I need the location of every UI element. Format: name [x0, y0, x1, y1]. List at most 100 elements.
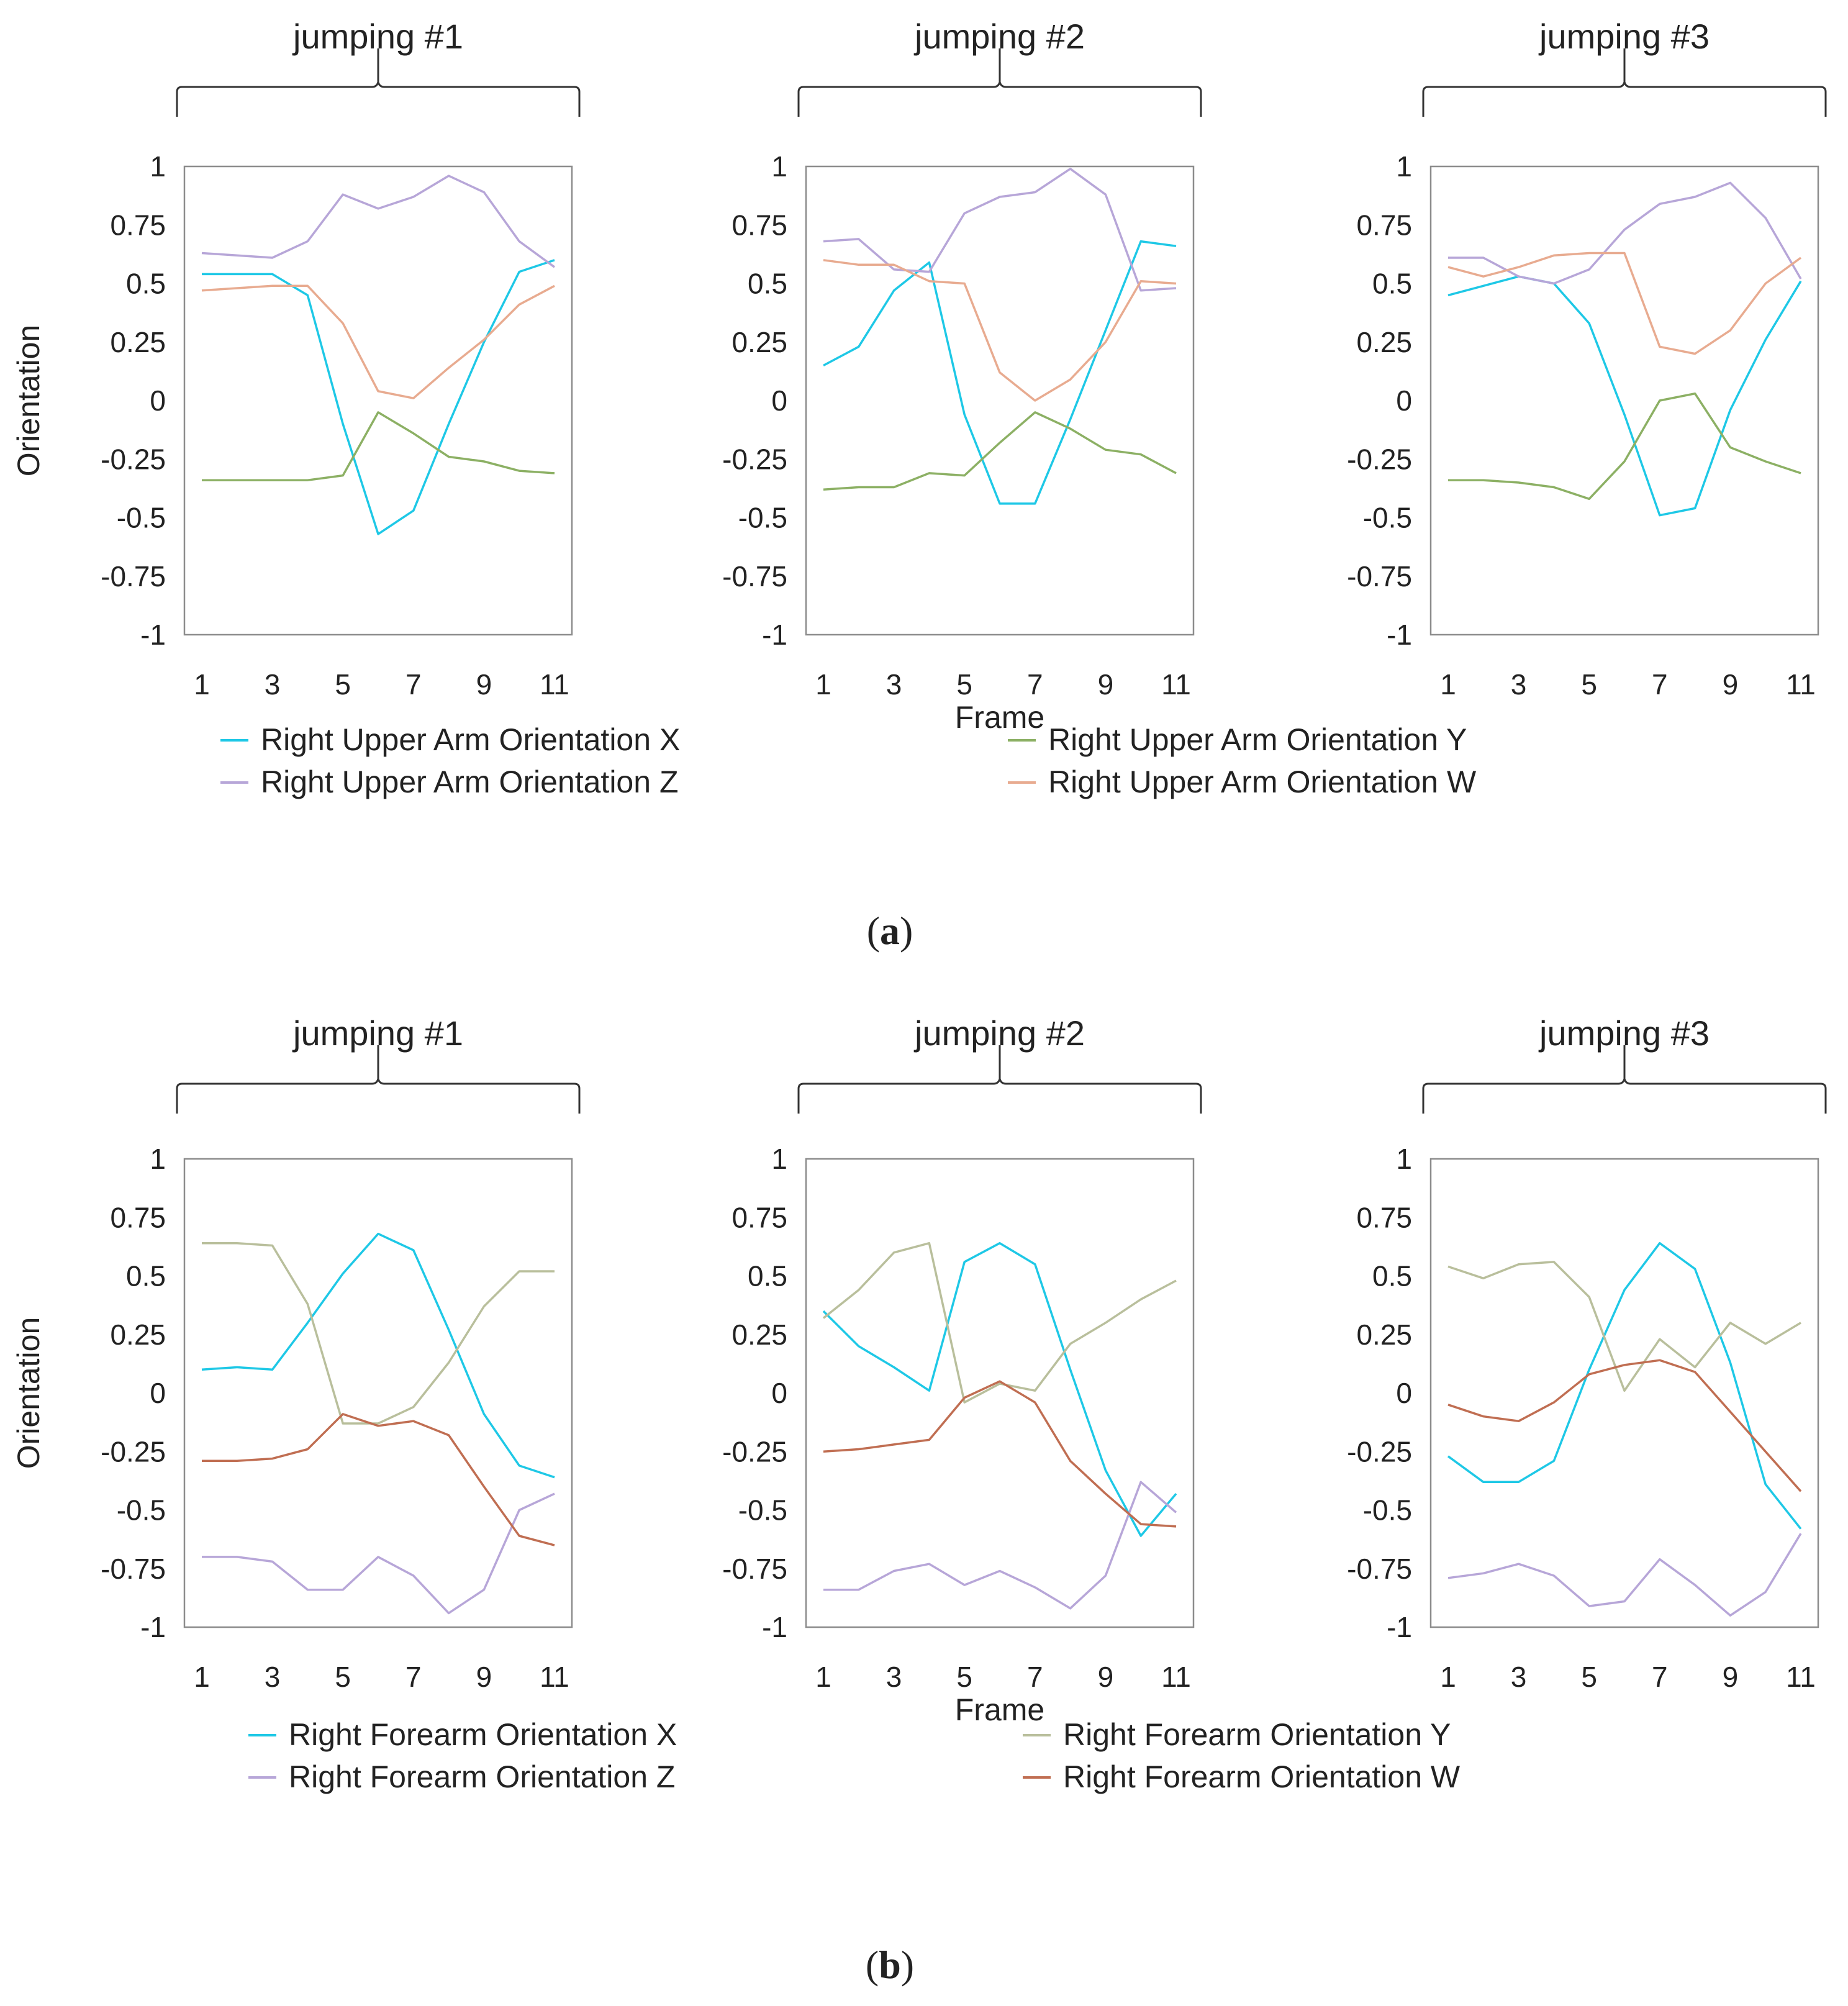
- y-tick-label: 0.75: [110, 1201, 166, 1233]
- series-line-3: [823, 168, 1177, 292]
- y-tick-label: 0.25: [732, 1318, 787, 1351]
- series-line-3: [202, 1492, 555, 1615]
- legend-b: Right Forearm Orientation X Right Forearm…: [248, 1717, 1461, 1794]
- series-line-2: [823, 411, 1177, 491]
- x-tick-label: 9: [476, 1661, 492, 1693]
- legend-entry: Right Forearm Orientation X: [289, 1717, 677, 1752]
- x-axis: 1 3 5 7 9 11: [1440, 1661, 1816, 1693]
- y-tick-label: -0.25: [101, 1435, 166, 1468]
- x-tick-label: 7: [1652, 1661, 1668, 1693]
- series-line-2: [202, 411, 555, 481]
- chart-b-3: jumping #310.750.50.250-0.25-0.5-0.75-11…: [1347, 1014, 1827, 1693]
- y-tick-label: -1: [762, 1611, 787, 1643]
- group-brace: [1422, 48, 1827, 117]
- x-tick-label: 9: [476, 668, 492, 701]
- y-tick-label: -1: [762, 619, 787, 651]
- y-tick-label: -1: [1387, 1611, 1412, 1643]
- y-tick-label: 0.5: [126, 268, 166, 300]
- x-tick-label: 3: [886, 1661, 902, 1693]
- x-axis: 1 3 5 7 9 11: [815, 1661, 1191, 1693]
- plot-area: [805, 165, 1195, 636]
- y-axis: 1 0.75 0.5 0.25 0 -0.25 -0.5 -0.75 -1: [101, 150, 166, 651]
- x-tick-label: 11: [1786, 1661, 1816, 1693]
- x-axis: 1 3 5 7 9 11: [815, 668, 1191, 701]
- series-line-4: [201, 284, 555, 399]
- chart-b-2: jumping #210.750.50.250-0.25-0.5-0.75-11…: [722, 1014, 1202, 1727]
- charts-layer: jumping #110.750.50.250-0.25-0.5-0.75-11…: [11, 17, 1827, 1727]
- caption-a: (a): [867, 909, 913, 953]
- series-line-4: [1447, 252, 1802, 355]
- x-tick-label: 5: [335, 1661, 351, 1693]
- x-tick-label: 11: [1161, 1661, 1191, 1693]
- series-line-4: [823, 259, 1177, 402]
- y-tick-label: 0: [150, 1377, 166, 1409]
- y-tick-label: -0.75: [722, 560, 787, 592]
- y-tick-label: 0.5: [748, 268, 787, 300]
- x-tick-label: 1: [1440, 668, 1456, 701]
- x-tick-label: 7: [405, 1661, 422, 1693]
- legend-entry: Right Upper Arm Orientation W: [1048, 765, 1477, 799]
- x-tick-label: 11: [540, 668, 569, 701]
- y-tick-label: -0.5: [738, 1494, 787, 1527]
- group-brace: [797, 48, 1202, 117]
- x-tick-label: 9: [1098, 1661, 1114, 1693]
- y-tick-label: -0.75: [1347, 1553, 1412, 1585]
- x-tick-label: 5: [956, 668, 972, 701]
- series-line-3: [201, 175, 556, 268]
- series-line-1: [201, 1232, 555, 1479]
- series-line-1: [202, 259, 555, 535]
- y-tick-label: -1: [1387, 619, 1412, 651]
- x-tick-label: 11: [540, 1661, 569, 1693]
- y-tick-label: 0: [771, 384, 787, 417]
- x-tick-label: 5: [956, 1661, 972, 1693]
- legend-entry: Right Forearm Orientation W: [1063, 1759, 1461, 1794]
- y-tick-label: 0: [1396, 384, 1412, 417]
- y-tick-label: -0.5: [117, 502, 166, 534]
- x-tick-label: 1: [194, 1661, 210, 1693]
- x-tick-label: 7: [1652, 668, 1668, 701]
- chart-b-1: jumping #110.750.50.250-0.25-0.5-0.75-11…: [11, 1014, 581, 1693]
- group-brace: [1422, 1045, 1827, 1114]
- y-tick-label: 0: [1396, 1377, 1412, 1409]
- x-tick-label: 5: [1581, 1661, 1597, 1693]
- y-tick-label: 1: [1396, 1143, 1412, 1175]
- series-line-4: [202, 1413, 555, 1546]
- x-tick-label: 1: [1440, 1661, 1456, 1693]
- y-tick-label: 0.75: [1356, 1201, 1412, 1233]
- x-tick-label: 9: [1098, 668, 1114, 701]
- y-tick-label: -0.25: [722, 1435, 787, 1468]
- x-axis-label: Frame: [955, 1692, 1044, 1727]
- y-tick-label: 0.5: [126, 1260, 166, 1292]
- legend-entry: Right Upper Arm Orientation Z: [261, 765, 679, 799]
- y-axis-label: Orientation: [11, 325, 46, 477]
- chart-a-1: jumping #110.750.50.250-0.25-0.5-0.75-11…: [11, 17, 581, 701]
- y-axis: 1 0.75 0.5 0.25 0 -0.25 -0.5 -0.75 -1: [1347, 150, 1412, 651]
- y-tick-label: -1: [140, 619, 166, 651]
- x-tick-label: 1: [194, 668, 210, 701]
- y-tick-label: 0.75: [110, 209, 166, 241]
- x-tick-label: 5: [335, 668, 351, 701]
- y-tick-label: -0.75: [101, 560, 166, 592]
- series-line-4: [823, 1380, 1177, 1528]
- x-tick-label: 7: [1027, 1661, 1043, 1693]
- y-axis: 1 0.75 0.5 0.25 0 -0.25 -0.5 -0.75 -1: [1347, 1143, 1412, 1643]
- y-tick-label: -1: [140, 1611, 166, 1643]
- legend-entry: Right Upper Arm Orientation X: [261, 722, 680, 757]
- x-axis: 1 3 5 7 9 11: [1440, 668, 1816, 701]
- y-axis: 1 0.75 0.5 0.25 0 -0.25 -0.5 -0.75 -1: [722, 150, 787, 651]
- x-axis: 1 3 5 7 9 11: [194, 1661, 569, 1693]
- y-tick-label: 1: [771, 150, 787, 183]
- y-tick-label: 1: [150, 1143, 166, 1175]
- y-tick-label: 0: [771, 1377, 787, 1409]
- series-line-2: [202, 1241, 555, 1425]
- y-tick-label: -0.5: [1363, 1494, 1412, 1527]
- plot-area: [183, 165, 573, 636]
- group-brace: [797, 1045, 1202, 1114]
- y-tick-label: 0.25: [732, 326, 787, 358]
- series-line-1: [1447, 275, 1802, 517]
- y-tick-label: 1: [1396, 150, 1412, 183]
- y-tick-label: -0.75: [722, 1553, 787, 1585]
- x-tick-label: 11: [1786, 668, 1816, 701]
- series-line-3: [823, 1481, 1177, 1610]
